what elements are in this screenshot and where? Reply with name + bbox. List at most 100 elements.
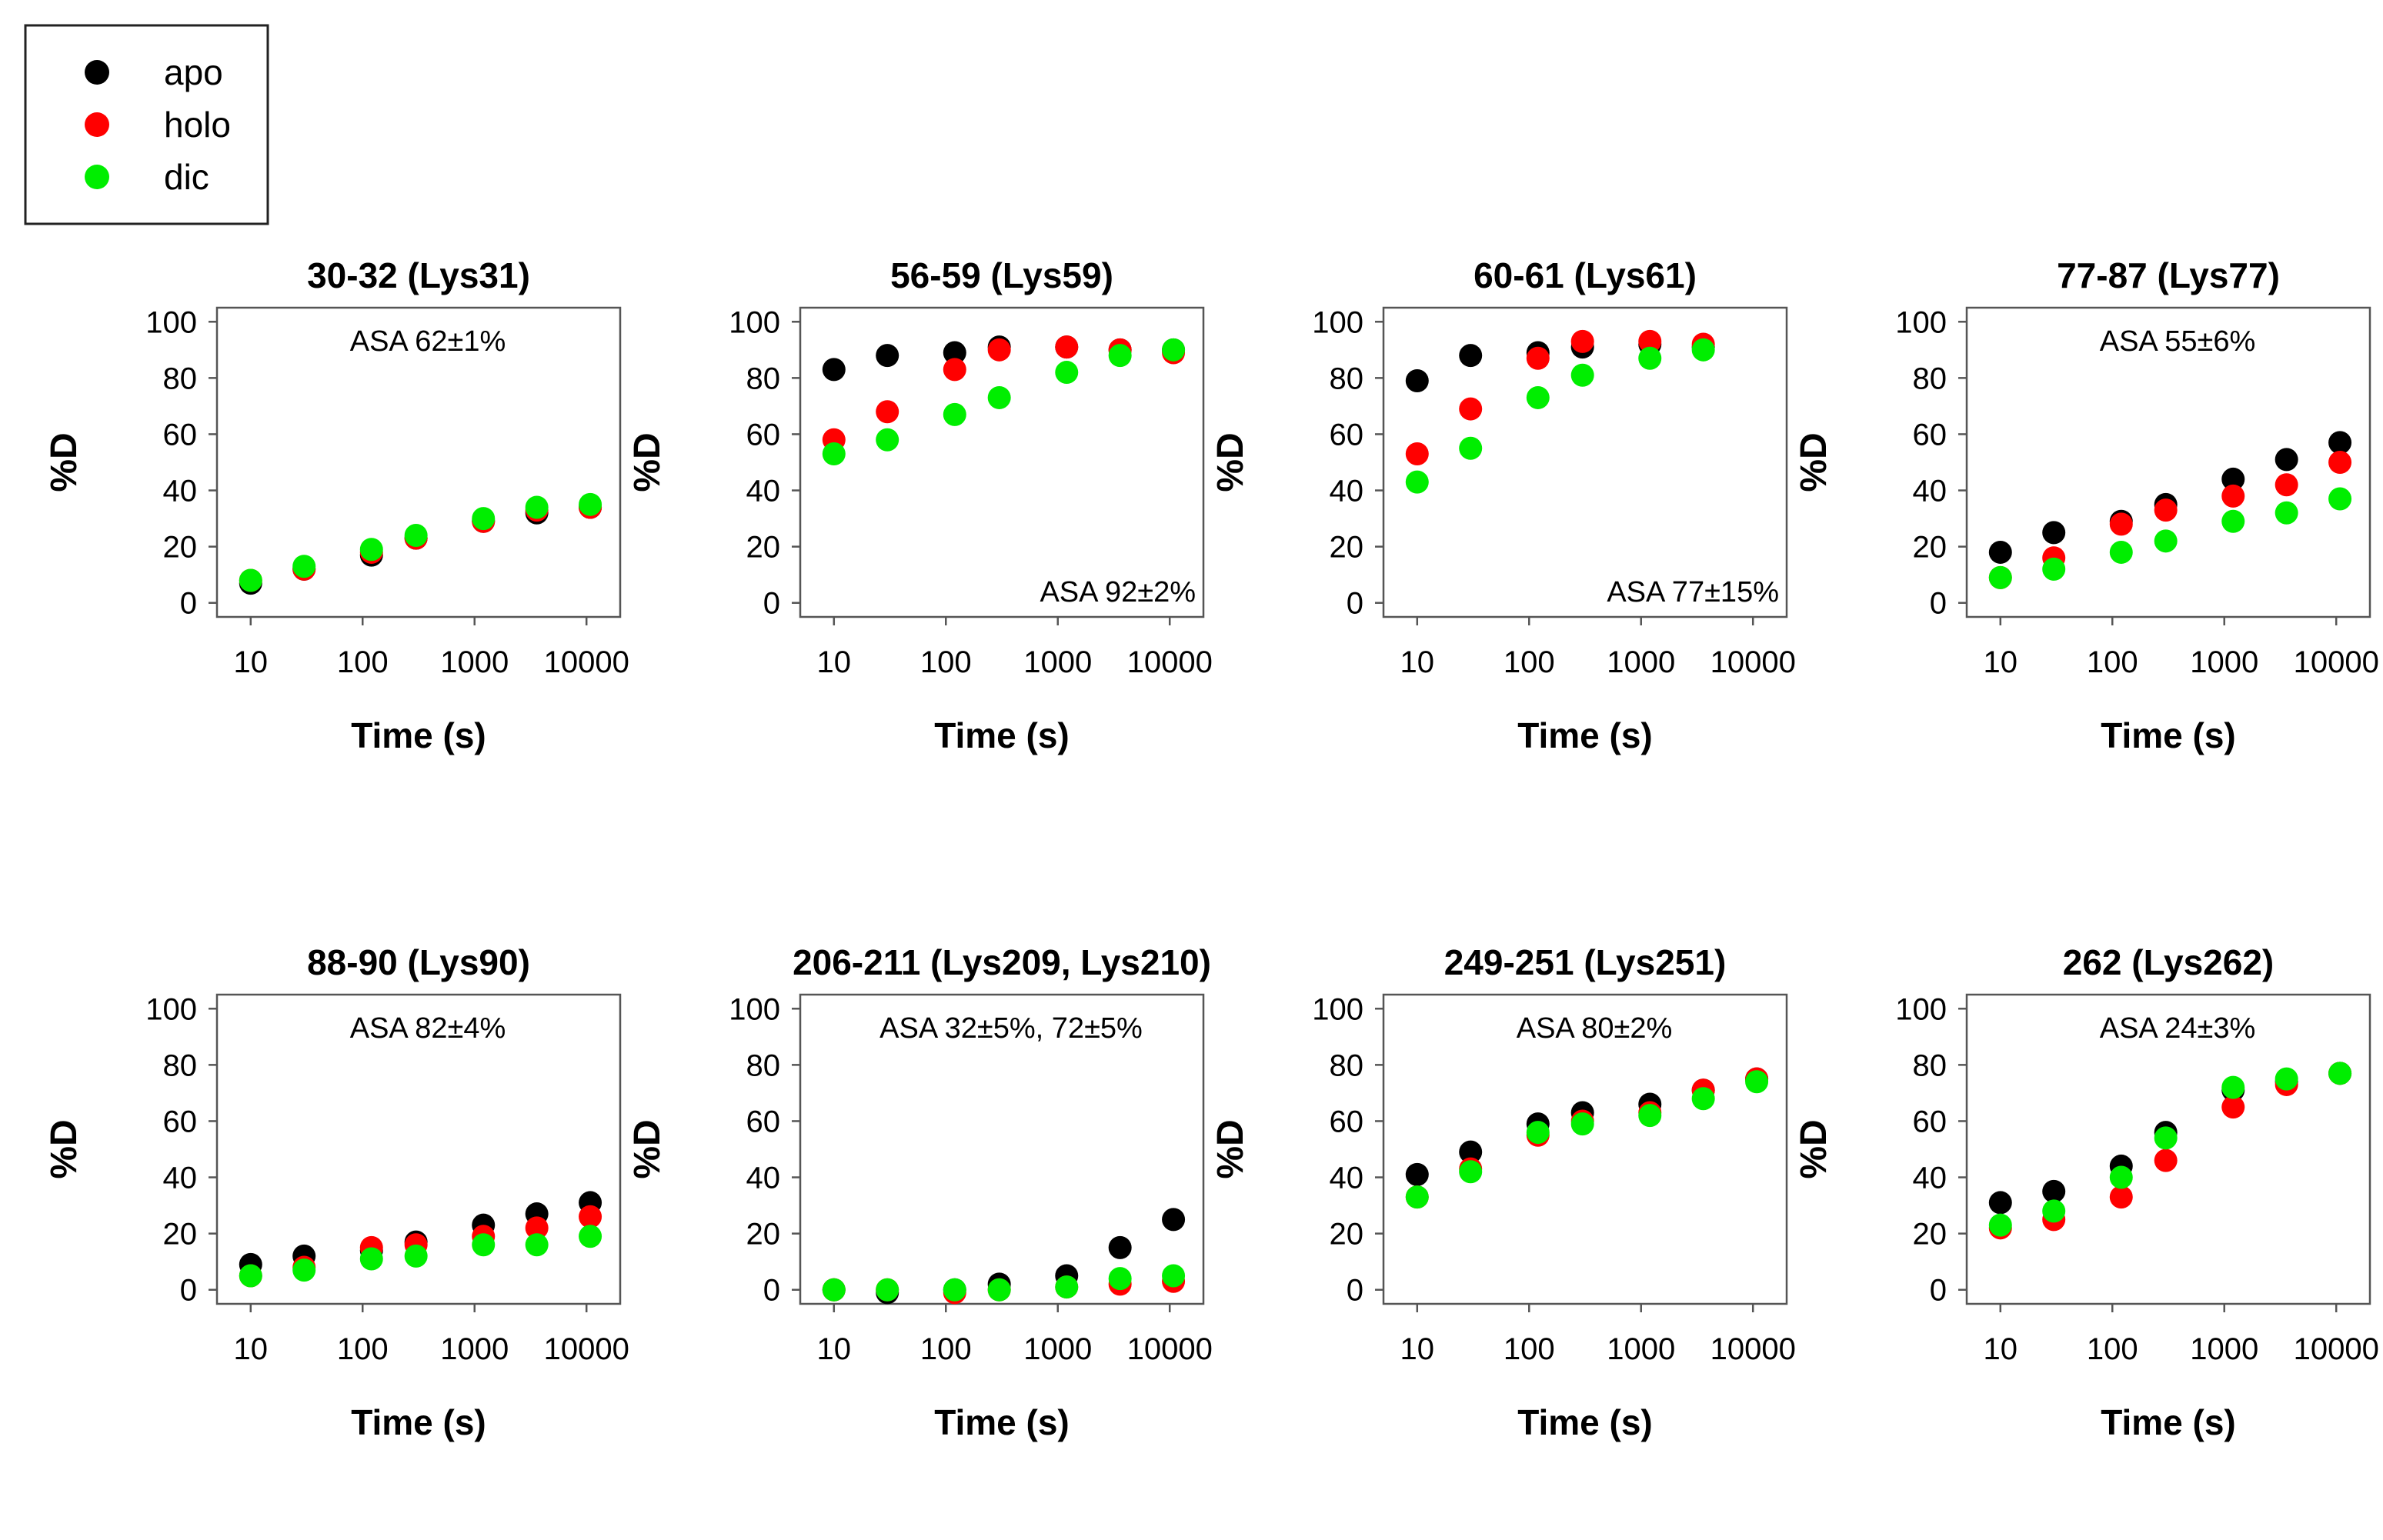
data-point-dic	[987, 1278, 1011, 1302]
data-point-dic	[292, 555, 316, 578]
y-tick-label: 40	[1330, 475, 1364, 508]
chart-panel-2: 56-59 (Lys59) 0 20 40 60 80 100 10 100 1000 10000 T…	[627, 255, 1213, 755]
data-point-dic	[943, 1278, 966, 1302]
y-tick-label: 20	[1913, 531, 1947, 565]
data-point-apo	[2328, 431, 2352, 455]
data-point-dic	[2328, 1062, 2352, 1085]
data-point-apo	[1988, 540, 2012, 564]
data-point-dic	[2042, 1199, 2066, 1223]
x-tick-label: 10	[1400, 1332, 1435, 1366]
x-tick-label: 100	[920, 645, 972, 679]
x-tick-label: 10	[234, 1332, 269, 1366]
y-tick-label: 60	[1330, 418, 1364, 452]
x-tick-label: 10	[1984, 1332, 2018, 1366]
chart-panel-7: 249-251 (Lys251) 0 20 40 60 80 100 10 100 1000 100…	[1210, 942, 1796, 1442]
x-axis-label: Time (s)	[1517, 1402, 1653, 1442]
x-tick-label: 10000	[544, 645, 629, 679]
data-point-dic	[472, 507, 496, 531]
data-point-dic	[2154, 529, 2178, 553]
chart-title: 206-211 (Lys209, Lys210)	[793, 942, 1211, 982]
data-point-apo	[1162, 1208, 1186, 1232]
y-tick-label: 20	[1913, 1218, 1947, 1252]
data-point-dic	[2154, 1126, 2178, 1150]
data-point-holo	[2109, 512, 2133, 536]
data-point-holo	[2154, 498, 2178, 522]
x-tick-label: 1000	[2190, 645, 2258, 679]
x-tick-label: 10	[1984, 645, 2018, 679]
series-dic	[1988, 1062, 2352, 1237]
x-tick-label: 10000	[2294, 1332, 2379, 1366]
data-point-dic	[404, 1244, 428, 1268]
data-point-dic	[1691, 1087, 1715, 1111]
data-point-dic	[1405, 470, 1429, 494]
y-tick-label: 0	[763, 1274, 780, 1308]
data-point-dic	[1638, 1104, 1662, 1128]
y-tick-label: 40	[746, 475, 781, 508]
legend-label-holo: holo	[164, 105, 231, 145]
data-point-apo	[1988, 1191, 2012, 1215]
x-tick-label: 10	[817, 645, 852, 679]
x-tick-label: 10000	[1127, 1332, 1213, 1366]
legend-box	[24, 24, 269, 225]
asa-annotation: ASA 80±2%	[1517, 1012, 1673, 1045]
y-tick-label: 60	[1913, 1105, 1947, 1138]
data-point-dic	[1162, 1264, 1186, 1288]
y-tick-label: 60	[1330, 1105, 1364, 1138]
data-point-dic	[2275, 1067, 2298, 1091]
data-point-dic	[239, 1264, 262, 1288]
y-tick-label: 60	[163, 1105, 198, 1138]
x-tick-label: 1000	[440, 1332, 509, 1366]
data-point-dic	[1459, 436, 1483, 460]
data-point-dic	[579, 1225, 602, 1248]
data-point-holo	[1405, 442, 1429, 466]
y-axis-label: %D	[1794, 1119, 1834, 1178]
y-axis-label: %D	[44, 432, 85, 492]
y-tick-label: 100	[1312, 992, 1363, 1026]
asa-annotation: ASA 32±5%, 72±5%	[879, 1012, 1143, 1045]
data-point-dic	[1055, 361, 1079, 385]
y-tick-label: 20	[746, 531, 781, 565]
data-point-dic	[1988, 565, 2012, 589]
data-point-dic	[1459, 1160, 1483, 1184]
data-point-dic	[359, 538, 383, 562]
data-point-dic	[2042, 557, 2066, 581]
data-point-dic	[822, 442, 846, 466]
data-point-holo	[2154, 1148, 2178, 1172]
chart-panel-6: 206-211 (Lys209, Lys210) 0 20 40 60 80 100 10 10…	[627, 942, 1213, 1442]
y-axis-label: %D	[627, 432, 668, 492]
x-axis-label: Time (s)	[934, 715, 1070, 755]
data-point-holo	[2328, 451, 2352, 474]
chart-title: 249-251 (Lys251)	[1444, 942, 1727, 982]
data-point-dic	[876, 1278, 899, 1302]
data-point-apo	[1405, 369, 1429, 393]
x-axis-label: Time (s)	[2101, 715, 2236, 755]
data-point-apo	[1405, 1162, 1429, 1186]
y-axis-label: %D	[1794, 432, 1834, 492]
plot-frame	[1382, 306, 1788, 618]
data-point-dic	[404, 524, 428, 548]
data-point-apo	[2275, 448, 2298, 472]
data-point-dic	[2109, 540, 2133, 564]
data-point-dic	[2109, 1165, 2133, 1189]
chart-panel-8: 262 (Lys262) 0 20 40 60 80 100 10 100 1000 10000 Ti…	[1794, 942, 2379, 1442]
y-tick-label: 20	[1330, 531, 1364, 565]
y-tick-label: 0	[1930, 587, 1947, 621]
asa-annotation: ASA 55±6%	[2100, 325, 2256, 358]
data-point-apo	[2042, 1179, 2066, 1203]
x-tick-label: 10	[817, 1332, 852, 1366]
data-point-apo	[822, 358, 846, 382]
chart-panel-1: 30-32 (Lys31) 0 20 40 60 80 100 10 100 1000 10000 T…	[44, 255, 629, 755]
x-tick-label: 100	[1504, 645, 1555, 679]
y-tick-label: 60	[163, 418, 198, 452]
data-point-holo	[2221, 484, 2245, 508]
x-tick-label: 10	[1400, 645, 1435, 679]
chart-title: 262 (Lys262)	[2063, 942, 2274, 982]
y-tick-label: 80	[163, 1048, 198, 1082]
x-tick-label: 100	[1504, 1332, 1555, 1366]
y-tick-label: 20	[163, 531, 198, 565]
y-tick-label: 80	[1913, 362, 1947, 395]
y-tick-label: 0	[180, 587, 197, 621]
chart-panel-3: 60-61 (Lys61) 0 20 40 60 80 100 10 100 1000 10000 T…	[1210, 255, 1796, 755]
